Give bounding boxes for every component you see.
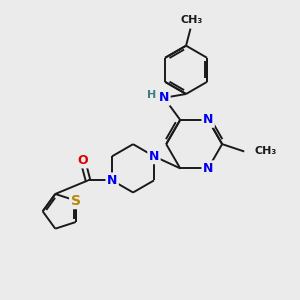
Text: N: N (159, 91, 169, 104)
Text: N: N (203, 113, 213, 126)
Text: S: S (71, 194, 81, 208)
Text: N: N (203, 162, 213, 175)
Text: N: N (107, 174, 117, 187)
Text: H: H (147, 90, 156, 100)
Text: N: N (149, 150, 159, 163)
Text: O: O (77, 154, 88, 167)
Text: CH₃: CH₃ (254, 146, 277, 157)
Text: CH₃: CH₃ (181, 15, 203, 25)
